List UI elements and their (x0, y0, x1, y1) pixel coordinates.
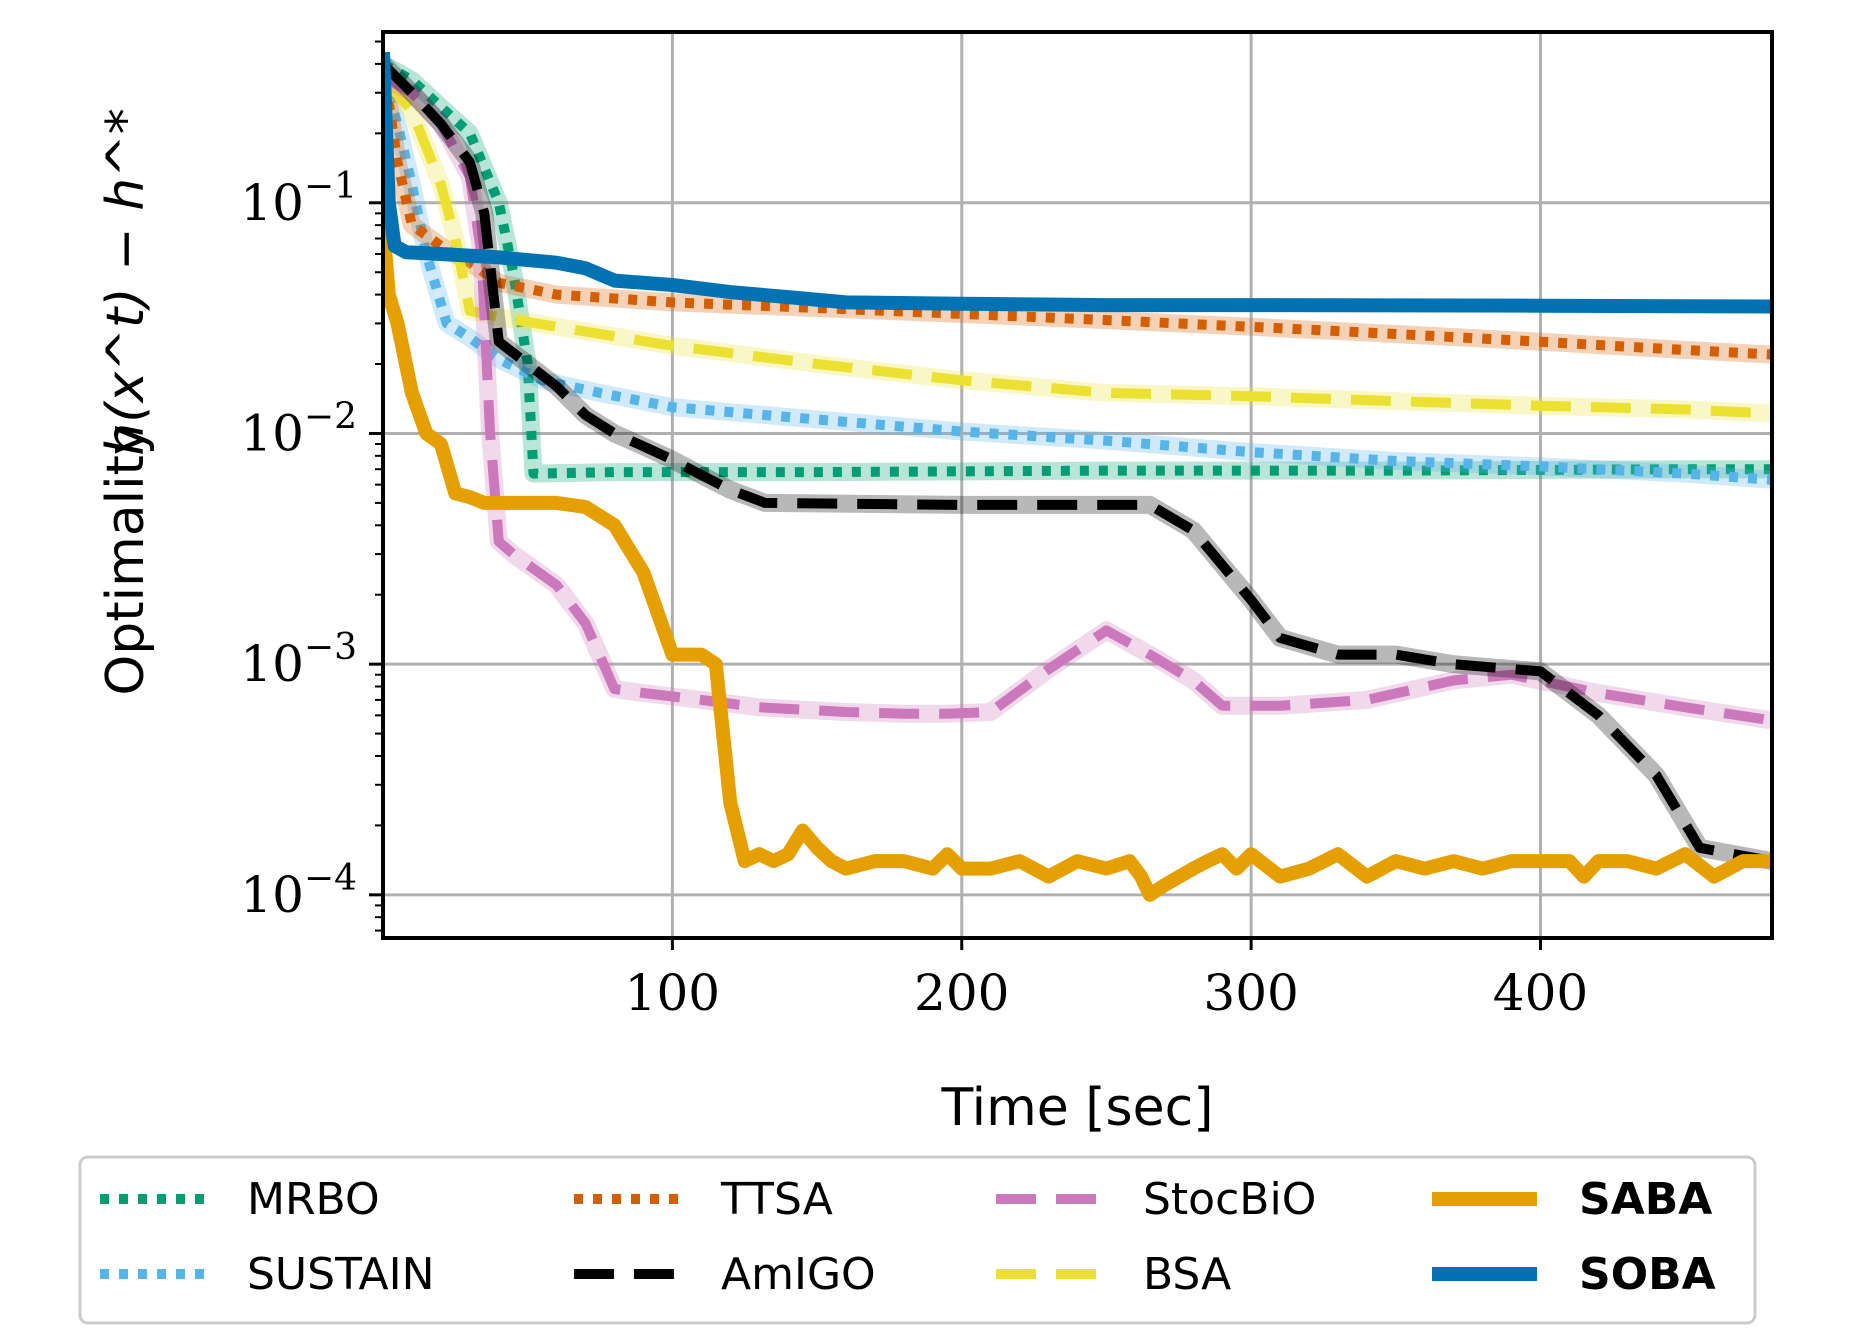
series-line-ttsa (383, 63, 1772, 360)
legend-label-bsa: BSA (1143, 1249, 1231, 1300)
x-tick-label: 400 (1493, 964, 1588, 1022)
x-tick-label: 100 (625, 964, 720, 1022)
series-line-bsa (383, 74, 1772, 419)
series-line-saba (383, 224, 1772, 902)
y-tick-label: 10−4 (240, 858, 357, 924)
axis-ticks: 100 200 300 400 10−1 10−2 10−3 10−4 (240, 40, 1588, 1022)
y-axis-label: Optimality h(x^t) − h^* (96, 108, 156, 695)
grid-lines (383, 32, 1772, 938)
y-tick-label: 10−2 (240, 396, 357, 462)
series-line-soba (383, 51, 1772, 314)
legend-label-saba: SABA (1579, 1174, 1712, 1225)
plot-area (383, 51, 1772, 902)
legend: MRBO SUSTAIN TTSA AmIGO StocBiO BSA SABA SOBA (78, 1155, 1757, 1325)
plot-frame (381, 30, 1774, 940)
y-axis-label-text: Optimality (96, 424, 156, 695)
legend-label-amigo: AmIGO (721, 1249, 876, 1300)
series-line-stocbio (383, 72, 1772, 726)
legend-label-soba: SOBA (1579, 1249, 1716, 1300)
series-line-mrbo (383, 59, 1772, 479)
legend-label-stocbio: StocBiO (1143, 1174, 1316, 1225)
series-line-amigo (383, 60, 1772, 867)
y-tick-label: 10−1 (240, 166, 357, 232)
y-axis-label-math: h(x^t) − h^* (96, 108, 156, 455)
legend-label-ttsa: TTSA (720, 1174, 833, 1225)
x-axis-label: Time [sec] (940, 1078, 1213, 1138)
legend-label-sustain: SUSTAIN (247, 1249, 435, 1300)
x-tick-label: 300 (1203, 964, 1298, 1022)
legend-box (78, 1155, 1757, 1325)
series-line-sustain (383, 75, 1772, 485)
series-band-bsa (383, 71, 1772, 423)
legend-label-mrbo: MRBO (247, 1174, 380, 1225)
x-tick-label: 200 (914, 964, 1009, 1022)
y-tick-label: 10−3 (240, 627, 357, 693)
